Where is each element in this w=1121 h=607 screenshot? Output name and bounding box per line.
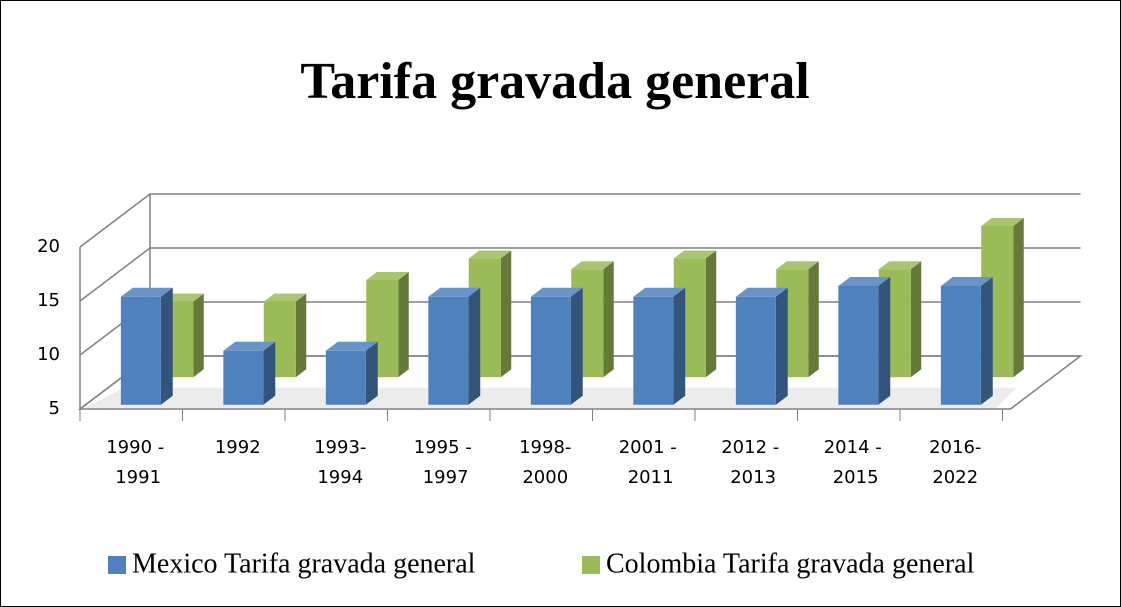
bar-top — [530, 287, 583, 297]
bar-side — [808, 261, 819, 378]
x-tick-label-line: 2013 — [724, 467, 776, 488]
x-tick-label: 2014 - 2015 — [824, 437, 882, 488]
bar — [325, 341, 378, 405]
bar — [428, 287, 481, 405]
bar-top — [981, 218, 1024, 226]
x-tick-label-line: 1990 - — [106, 437, 164, 458]
bar — [735, 287, 788, 405]
x-tick-label-line: 2014 - — [824, 437, 882, 458]
bar-side — [398, 272, 409, 378]
legend-swatch — [582, 556, 600, 574]
x-tick-label: 1995 - 1997 — [414, 437, 472, 488]
x-tick-label-line: 2011 — [622, 467, 674, 488]
bar-top — [468, 250, 512, 259]
bar-side — [910, 261, 922, 378]
bar-side — [193, 293, 204, 378]
x-tick-label-line: 2015 — [827, 467, 879, 488]
bar-side — [603, 261, 614, 378]
legend-label: Colombia Tarifa gravada general — [606, 548, 975, 579]
x-tick-label: 1990 - 1991 — [106, 437, 164, 488]
x-tick-label-line: 2000 — [522, 467, 568, 488]
bar-front — [838, 285, 879, 405]
x-tick-label-line: 2012 - — [721, 437, 779, 458]
bar-side — [980, 276, 993, 405]
legend-swatch — [108, 556, 126, 574]
bar-side — [570, 287, 583, 405]
y-tick-label: 20 — [37, 236, 60, 257]
bar-side — [263, 341, 276, 405]
bar-side — [365, 341, 378, 405]
bar-front — [120, 296, 161, 405]
bar-front — [735, 296, 776, 405]
bar-side — [295, 293, 307, 378]
bar-side — [468, 287, 481, 405]
bar-top — [223, 341, 276, 351]
bar-front — [223, 350, 264, 405]
bar — [223, 341, 276, 405]
x-tick-label-line: 1994 — [317, 467, 363, 488]
x-tick-label: 2016- 2022 — [929, 437, 981, 488]
bar-front — [530, 296, 571, 405]
chart-title: Tarifa gravada general — [300, 53, 809, 110]
bar — [633, 287, 686, 405]
bar-top — [673, 250, 717, 259]
x-tick-label-line: 1995 - — [414, 437, 472, 458]
bar-front — [325, 350, 366, 405]
bar — [940, 276, 993, 405]
x-tick-label-line: 2016- — [929, 437, 981, 458]
bar-side — [500, 250, 512, 378]
x-tick-label-line: 2001 - — [619, 437, 677, 458]
bar-side — [775, 287, 788, 405]
bar — [120, 287, 173, 405]
y-tick-label: 5 — [49, 398, 60, 419]
bar-top — [366, 272, 409, 280]
bar — [530, 287, 583, 405]
bar-top — [263, 293, 307, 302]
bar-top — [571, 261, 614, 270]
bar-top — [735, 287, 788, 297]
bar-top — [120, 287, 173, 297]
bar-top — [633, 287, 686, 297]
bar-top — [428, 287, 481, 297]
x-tick-label-line: 1998- — [519, 437, 571, 458]
bar-top — [325, 341, 378, 351]
bar — [838, 276, 891, 405]
legend-label: Mexico Tarifa gravada general — [132, 548, 476, 579]
x-tick-label-line: 1993- — [314, 437, 366, 458]
x-tick-label-line: 2022 — [932, 467, 978, 488]
y-tick-label: 10 — [37, 344, 60, 365]
bar-front — [633, 296, 674, 405]
bar-side — [673, 287, 686, 405]
bar-side — [160, 287, 173, 405]
bar-front — [940, 285, 981, 405]
bar-top — [878, 261, 922, 270]
y-tick-label: 15 — [37, 290, 60, 311]
bar-side — [705, 250, 717, 378]
x-tick-label: 2012 - 2013 — [721, 437, 779, 488]
x-tick-label-line: 1991 — [109, 467, 161, 488]
bar-top — [838, 276, 891, 286]
bar-side — [878, 276, 891, 405]
x-tick-label-line: 1997 — [417, 467, 469, 488]
x-tick-label: 1998- 2000 — [519, 437, 571, 488]
x-tick-label: 2001 - 2011 — [619, 437, 677, 488]
bar-side — [1013, 218, 1024, 378]
bar-top — [940, 276, 993, 286]
x-tick-label: 1992 — [215, 437, 261, 458]
bar-top — [776, 261, 819, 270]
bar-front — [428, 296, 469, 405]
x-tick-label: 1993- 1994 — [314, 437, 366, 488]
